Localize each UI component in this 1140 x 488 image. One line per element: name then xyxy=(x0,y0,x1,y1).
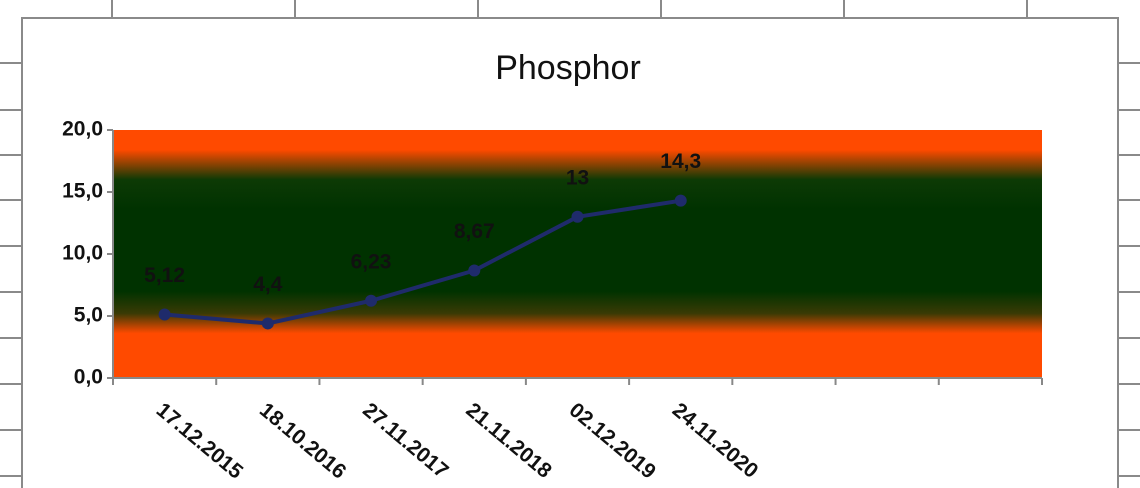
marker xyxy=(365,294,378,307)
data-label: 4,4 xyxy=(253,273,283,296)
data-label: 5,12 xyxy=(144,264,185,287)
y-tick-label: 20,0 xyxy=(62,118,103,141)
marker xyxy=(261,317,274,330)
marker xyxy=(158,308,171,321)
marker xyxy=(674,194,687,207)
chart-title: Phosphor xyxy=(495,49,641,87)
data-label: 6,23 xyxy=(351,250,392,273)
plot-area xyxy=(113,130,1042,378)
data-label: 14,3 xyxy=(660,150,701,173)
data-label: 13 xyxy=(566,166,589,189)
y-tick-label: 5,0 xyxy=(74,304,103,327)
series-line xyxy=(164,198,682,326)
marker xyxy=(571,210,584,223)
y-tick-label: 10,0 xyxy=(62,242,103,265)
spreadsheet-grid xyxy=(0,0,1140,477)
y-tick-label: 15,0 xyxy=(62,180,103,203)
marker xyxy=(468,264,481,277)
data-label: 8,67 xyxy=(454,220,495,243)
y-tick-label: 0,0 xyxy=(74,366,103,389)
